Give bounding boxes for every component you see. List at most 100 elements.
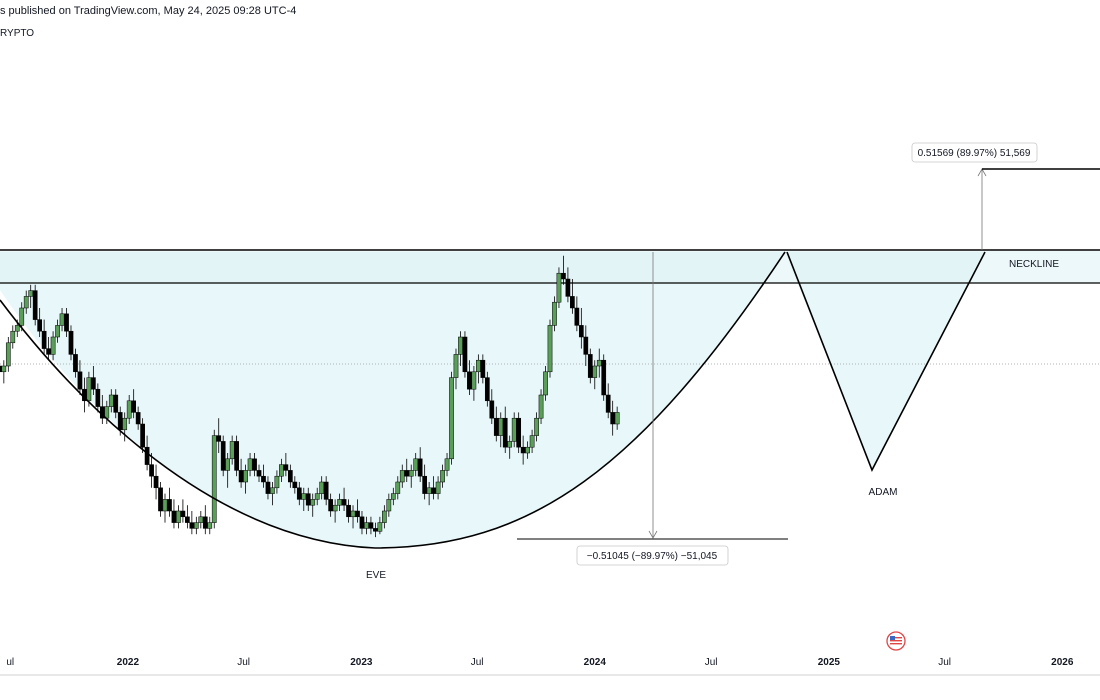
candle-body-down [256, 470, 262, 477]
eve-label: EVE [366, 570, 386, 581]
candle-body-up [453, 354, 459, 378]
candle [377, 516, 383, 535]
candle [493, 406, 499, 442]
candle-body-up [507, 441, 513, 448]
candle [113, 389, 119, 419]
candle-body-up [162, 499, 168, 512]
candle [565, 267, 571, 303]
candle-body-down [167, 499, 172, 512]
x-tick-label: 2022 [117, 657, 140, 668]
candle-body-down [68, 330, 74, 355]
candle-body-up [458, 336, 463, 355]
candle [243, 464, 248, 494]
measure-down-label: −0.51045 (−89.97%) −51,045 [587, 551, 718, 562]
candle-body-up [395, 481, 401, 494]
candle [77, 360, 83, 395]
candle-body-down [32, 290, 38, 320]
candle-body-down [520, 446, 526, 454]
candle-body-down [355, 510, 360, 518]
candle-body-down [238, 470, 244, 483]
candle [287, 464, 293, 488]
candle-body-down [431, 487, 436, 494]
candle-body-down [341, 499, 347, 506]
candle [413, 453, 419, 477]
candle [46, 337, 51, 361]
candle [587, 348, 593, 384]
x-tick-label: ul [6, 657, 14, 668]
candle-body-up [23, 296, 29, 309]
candle-body-down [252, 458, 257, 471]
candle [368, 516, 374, 535]
candle [270, 482, 275, 506]
candle-body-down [144, 446, 150, 465]
candle-body-down [417, 458, 423, 477]
candle-body-down [287, 470, 293, 483]
measure-down-label-box [576, 545, 729, 566]
candle-body-up [28, 290, 34, 297]
candle-body-up [55, 325, 60, 338]
candle-body-up [5, 342, 11, 367]
candle-body-down [91, 377, 96, 390]
candle [601, 354, 607, 401]
candle-body-down [373, 528, 378, 532]
candle-body-down [180, 510, 186, 518]
candle [399, 464, 405, 488]
candle [404, 458, 410, 482]
candle [605, 383, 611, 419]
candle-body-up [525, 446, 530, 454]
measure-up-label: 0.51569 (89.97%) 51,569 [918, 148, 1031, 159]
candle-body-down [185, 516, 190, 523]
candle-body-down [113, 394, 119, 413]
candle-body-up [19, 307, 25, 326]
candle-body-up [449, 377, 454, 460]
candle [467, 360, 472, 395]
candle-body-down [158, 487, 163, 512]
candle [489, 389, 495, 424]
candle-body-down [305, 493, 311, 506]
candle-body-up [543, 371, 548, 396]
candle [167, 487, 172, 517]
candle-body-up [538, 394, 544, 419]
candle [310, 493, 316, 517]
x-tick-label: Jul [938, 657, 951, 668]
candle-body-down [565, 278, 571, 297]
candle [126, 395, 132, 424]
candle-body-up [471, 371, 477, 390]
candle-body-up [247, 458, 253, 471]
candle [10, 325, 16, 349]
candle-body-up [122, 417, 128, 431]
candle [225, 453, 231, 488]
candle-body-down [610, 412, 616, 425]
candle-body-up [476, 359, 481, 373]
candle [229, 435, 235, 465]
candle-body-up [426, 487, 432, 494]
candle [211, 429, 217, 529]
candle-body-up [350, 510, 356, 518]
candle-body-up [382, 510, 387, 523]
us-flag-icon[interactable] [886, 631, 906, 651]
candle [176, 505, 181, 529]
candle [50, 331, 56, 361]
candle [341, 487, 347, 511]
candle [234, 435, 239, 477]
candle [207, 516, 213, 535]
candle [95, 383, 101, 413]
candle [332, 499, 338, 523]
candle-body-up [211, 435, 217, 523]
candle [610, 400, 616, 436]
candle-body-up [413, 458, 419, 471]
candle [292, 476, 298, 494]
candle [498, 412, 504, 448]
candle [279, 458, 284, 482]
candle-body-down [462, 336, 468, 373]
candle [41, 319, 47, 355]
candle-body-down [131, 400, 137, 413]
candle [193, 516, 199, 535]
candle [364, 516, 369, 535]
candle-body-down [605, 394, 611, 413]
candle-body-up [529, 435, 535, 448]
candle-body-up [614, 412, 620, 425]
candle-body-down [73, 354, 78, 373]
x-tick-label: 2025 [818, 657, 841, 668]
